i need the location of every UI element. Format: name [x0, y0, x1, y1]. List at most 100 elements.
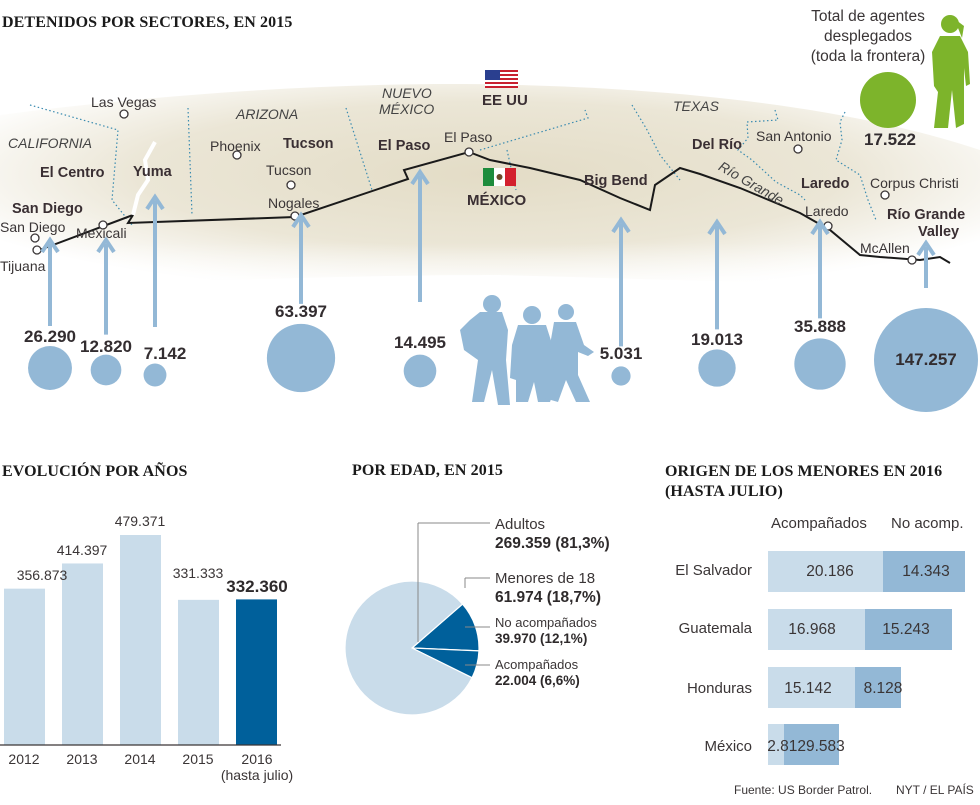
state-label-nuevo: NUEVO	[382, 85, 432, 101]
hbar-value-honduras-no-acomp: 8.128	[863, 680, 903, 697]
city-san-diego: San Diego	[0, 219, 66, 235]
row-label-guatemala: Guatemala	[678, 620, 752, 637]
column-header-acompanados: Acompañados	[771, 515, 867, 532]
sector-bubble	[143, 363, 167, 387]
city-tijuana: Tijuana	[0, 258, 46, 274]
sector-bubble	[611, 366, 631, 386]
sector-label-valley: Valley	[918, 224, 960, 240]
x-label-2013: 2013	[66, 751, 98, 767]
arrow-head-icon	[916, 239, 936, 257]
hbar-value-el-salvador-no-acomp: 14.343	[902, 563, 950, 580]
city-las-vegas: Las Vegas	[91, 94, 157, 110]
pie-label-menores-value: 61.974 (18,7%)	[495, 589, 601, 606]
source-note: Fuente: US Border Patrol.	[734, 783, 873, 797]
border-agent-silhouette-icon	[932, 15, 970, 128]
x-label-2016-note: (hasta julio)	[220, 767, 294, 783]
country-label-mexico: MÉXICO	[467, 192, 527, 209]
city-laredo: Laredo	[805, 203, 849, 219]
sector-bubble	[28, 346, 72, 390]
city-san-antonio: San Antonio	[756, 128, 832, 144]
evolution-bar-chart	[0, 535, 281, 746]
sector-value-laredo: 35.888	[794, 317, 846, 336]
credit-note: NYT / EL PAÍS	[896, 783, 974, 797]
pie-label-adultos: Adultos 269.359 (81,3%)	[495, 515, 610, 553]
bar-value-2012: 356.873	[16, 567, 68, 583]
hbar-guatemala-acomp	[768, 609, 865, 650]
city-dots	[30, 109, 917, 265]
arrow-head-icon	[611, 216, 631, 234]
hbar-honduras-no-acomp	[854, 667, 901, 708]
mexico-flag-icon	[483, 168, 516, 186]
state-label-mexico-nm: MÉXICO	[379, 101, 435, 117]
sector-label-el-paso: El Paso	[378, 138, 431, 154]
sector-bubble	[698, 349, 736, 387]
pie-label-menores: Menores de 18 61.974 (18,7%)	[495, 569, 601, 607]
sector-bubble	[403, 354, 437, 388]
row-label-honduras: Honduras	[686, 680, 752, 697]
agents-caption-line3: (toda la frontera)	[810, 48, 926, 65]
state-label-arizona: ARIZONA	[236, 106, 299, 122]
hbar-value-mexico-combined: 2.8129.583	[767, 738, 845, 755]
city-mcallen: McAllen	[860, 240, 910, 256]
hbar-value-guatemala-acomp: 16.968	[788, 621, 836, 638]
arrow-head-icon	[291, 211, 311, 229]
hbar-value-honduras-acomp: 15.142	[784, 680, 832, 697]
border-line	[36, 150, 951, 264]
bar-2016	[236, 599, 277, 745]
state-label-california: CALIFORNIA	[8, 135, 93, 151]
pie-label-no-acompanados: No acompañados 39.970 (12,1%)	[495, 615, 597, 647]
hbar-honduras-acomp	[768, 667, 855, 708]
map-title: DETENIDOS POR SECTORES, EN 2015	[2, 14, 293, 31]
origin-title: ORIGEN DE LOS MENORES EN 2016	[665, 463, 943, 480]
row-label-mexico: México	[704, 738, 752, 755]
city-phoenix: Phoenix	[210, 138, 261, 154]
arrow-head-icon	[96, 236, 116, 254]
x-label-2014: 2014	[124, 751, 156, 767]
city-corpus-christi: Corpus Christi	[870, 175, 959, 191]
agents-value: 17.522	[864, 130, 916, 149]
bar-2012	[4, 588, 45, 745]
sector-bubble	[874, 308, 978, 412]
hbar-méxico-no-acomp	[784, 724, 839, 765]
sector-bubble	[90, 354, 122, 386]
bar-2013	[62, 563, 103, 745]
arrow-head-icon	[40, 236, 60, 254]
row-label-el-salvador: El Salvador	[675, 562, 752, 579]
sector-bubble	[266, 323, 336, 393]
bar-value-2014: 479.371	[114, 513, 166, 529]
hbar-el-salvador-no-acomp	[883, 551, 966, 592]
sector-value-rio-grande-valley: 147.257	[895, 350, 957, 369]
sector-label-rio-grande: Río Grande	[887, 207, 966, 223]
sector-label-big-bend: Big Bend	[584, 173, 648, 189]
sector-value-el-paso: 14.495	[394, 333, 446, 352]
country-label-us: EE UU	[482, 92, 528, 109]
pie-label-no-acompanados-value: 39.970 (12,1%)	[495, 631, 588, 646]
age-title: POR EDAD, EN 2015	[352, 462, 504, 479]
pie-label-adultos-name: Adultos	[495, 516, 546, 533]
bar-2014	[120, 535, 161, 745]
sector-label-del-rio: Del Río	[692, 137, 742, 153]
sector-label-san-diego: San Diego	[12, 201, 83, 217]
hbar-el-salvador-acomp	[768, 551, 884, 592]
state-label-texas: TEXAS	[673, 98, 719, 114]
x-label-2012: 2012	[8, 751, 40, 767]
sector-value-tucson: 63.397	[275, 302, 327, 321]
bar-value-2016: 332.360	[226, 577, 288, 596]
column-header-no-acomp: No acomp.	[891, 515, 964, 532]
bar-2015	[178, 599, 219, 745]
sector-label-el-centro: El Centro	[40, 165, 105, 181]
hbar-value-guatemala-no-acomp: 15.243	[882, 621, 930, 638]
hbar-value-el-salvador-acomp: 20.186	[806, 563, 854, 580]
sector-bubbles	[28, 168, 978, 412]
sector-label-yuma: Yuma	[133, 164, 172, 180]
x-label-2016: 2016	[241, 751, 273, 767]
hbar-guatemala-no-acomp	[864, 609, 953, 650]
hbar-méxico-acomp	[768, 724, 785, 765]
arrow-head-icon	[410, 168, 430, 186]
arrow-head-icon	[145, 193, 165, 211]
evolution-title: EVOLUCIÓN POR AÑOS	[2, 463, 188, 480]
city-el-paso: El Paso	[444, 129, 493, 145]
age-pie-chart	[344, 522, 490, 716]
agents-caption: Total de agentes desplegados (toda la fr…	[788, 7, 948, 67]
sector-label-laredo: Laredo	[801, 176, 850, 192]
